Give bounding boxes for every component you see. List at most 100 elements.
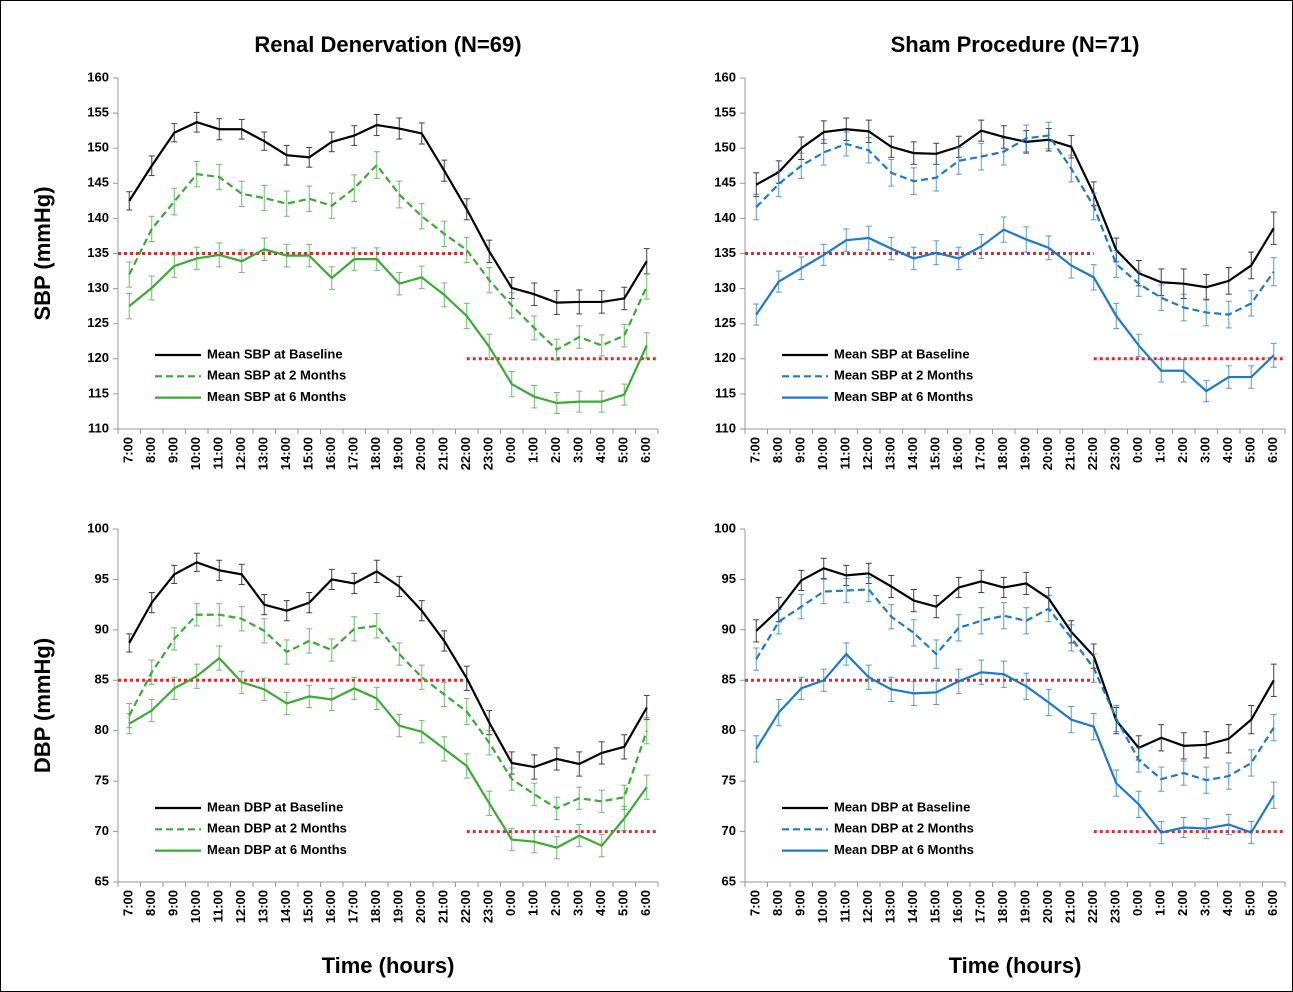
x-tick-label: 6:00: [638, 437, 653, 463]
y-tick-label: 135: [714, 245, 736, 260]
x-tick-label: 12:00: [233, 890, 248, 923]
x-tick-label: 21:00: [1063, 890, 1078, 923]
x-tick-label: 5:00: [616, 890, 631, 916]
x-tick-label: 6:00: [1265, 437, 1280, 463]
x-tick-label: 2:00: [1175, 890, 1190, 916]
x-tick-label: 12:00: [233, 437, 248, 470]
legend-label: Mean DBP at 6 Months: [207, 842, 347, 857]
y-tick-label: 90: [95, 621, 109, 636]
x-tick-label: 4:00: [1220, 437, 1235, 463]
x-tick-label: 20:00: [1040, 437, 1055, 470]
x-tick-label: 10:00: [815, 890, 830, 923]
x-tick-label: 13:00: [256, 890, 271, 923]
y-tick-label: 145: [87, 175, 109, 190]
x-tick-label: 3:00: [1198, 437, 1213, 463]
y-tick-label: 140: [714, 210, 736, 225]
y-tick-label: 140: [87, 210, 109, 225]
x-tick-label: 23:00: [481, 437, 496, 470]
error-bar: [373, 613, 380, 639]
error-bar: [1270, 342, 1277, 368]
x-tick-label: 19:00: [391, 437, 406, 470]
error-bar: [775, 609, 782, 635]
x-tick-label: 9:00: [166, 890, 181, 916]
y-tick-label: 95: [95, 571, 109, 586]
panel-title: Sham Procedure (N=71): [891, 32, 1140, 57]
x-tick-label: 5:00: [1243, 890, 1258, 916]
series-line: [128, 561, 648, 769]
x-tick-label: 3:00: [571, 437, 586, 463]
x-tick-label: 6:00: [1265, 890, 1280, 916]
y-tick-label: 150: [87, 140, 109, 155]
error-bar: [955, 146, 962, 175]
y-tick-label: 100: [714, 520, 736, 535]
error-bar: [820, 578, 827, 605]
x-tick-label: 15:00: [301, 890, 316, 923]
y-tick-label: 85: [95, 672, 109, 687]
legend-label: Mean SBP at 6 Months: [834, 389, 973, 404]
x-tick-label: 13:00: [883, 890, 898, 923]
x-tick-label: 15:00: [301, 437, 316, 470]
series-line: [755, 228, 1275, 393]
error-bar: [1158, 284, 1165, 311]
x-tick-label: 14:00: [905, 437, 920, 470]
y-tick-label: 150: [714, 140, 736, 155]
error-bar: [531, 782, 538, 806]
x-tick-label: 8:00: [770, 890, 785, 916]
y-tick-label: 115: [88, 385, 109, 400]
error-bar: [418, 664, 425, 690]
x-tick-label: 13:00: [256, 437, 271, 470]
error-bar: [643, 273, 650, 300]
error-bar: [820, 139, 827, 166]
legend-label: Mean SBP at 2 Months: [207, 368, 346, 383]
series-line: [128, 613, 648, 810]
y-tick-label: 75: [722, 773, 736, 788]
panel-title: Renal Denervation (N=69): [254, 32, 521, 57]
x-tick-label: 11:00: [838, 890, 853, 923]
x-tick-label: 7:00: [121, 437, 136, 463]
legend-label: Mean DBP at 2 Months: [207, 821, 347, 836]
y-tick-label: 160: [87, 69, 109, 84]
x-tick-label: 0:00: [1130, 890, 1145, 916]
x-tick-label: 0:00: [1130, 437, 1145, 463]
x-tick-label: 3:00: [571, 890, 586, 916]
error-bar: [238, 180, 245, 207]
error-bar: [1068, 624, 1075, 652]
x-tick-label: 5:00: [1243, 437, 1258, 463]
y-tick-label: 160: [714, 69, 736, 84]
x-tick-label: 1:00: [526, 890, 541, 916]
legend-label: Mean DBP at Baseline: [207, 799, 343, 814]
x-tick-label: 4:00: [593, 890, 608, 916]
x-tick-label: 18:00: [368, 890, 383, 923]
error-bar: [843, 577, 850, 604]
y-tick-label: 130: [714, 280, 736, 295]
y-tick-label: 155: [87, 105, 109, 120]
x-tick-label: 21:00: [436, 437, 451, 470]
y-tick-label: 130: [87, 280, 109, 295]
x-tick-label: 8:00: [770, 437, 785, 463]
x-tick-label: 3:00: [1198, 890, 1213, 916]
x-tick-label: 2:00: [548, 890, 563, 916]
x-tick-label: 16:00: [950, 890, 965, 923]
error-bar: [418, 203, 425, 230]
x-tick-label: 16:00: [323, 437, 338, 470]
x-axis-label: Time (hours): [322, 953, 455, 978]
error-bar: [955, 614, 962, 642]
x-tick-label: 23:00: [1108, 437, 1123, 470]
x-tick-label: 2:00: [548, 437, 563, 463]
x-tick-label: 20:00: [1040, 890, 1055, 923]
series-line: [128, 248, 648, 405]
series-line: [755, 567, 1275, 750]
y-tick-label: 70: [95, 823, 109, 838]
y-tick-label: 155: [714, 105, 736, 120]
y-axis-label: SBP (mmHg): [30, 186, 55, 320]
error-bar: [171, 187, 178, 216]
x-tick-label: 8:00: [143, 890, 158, 916]
error-bar: [351, 616, 358, 642]
x-tick-label: 19:00: [391, 890, 406, 923]
y-tick-label: 110: [88, 420, 109, 435]
x-tick-label: 7:00: [121, 890, 136, 916]
x-tick-label: 19:00: [1018, 437, 1033, 470]
error-bar: [910, 619, 917, 647]
x-tick-label: 9:00: [166, 437, 181, 463]
